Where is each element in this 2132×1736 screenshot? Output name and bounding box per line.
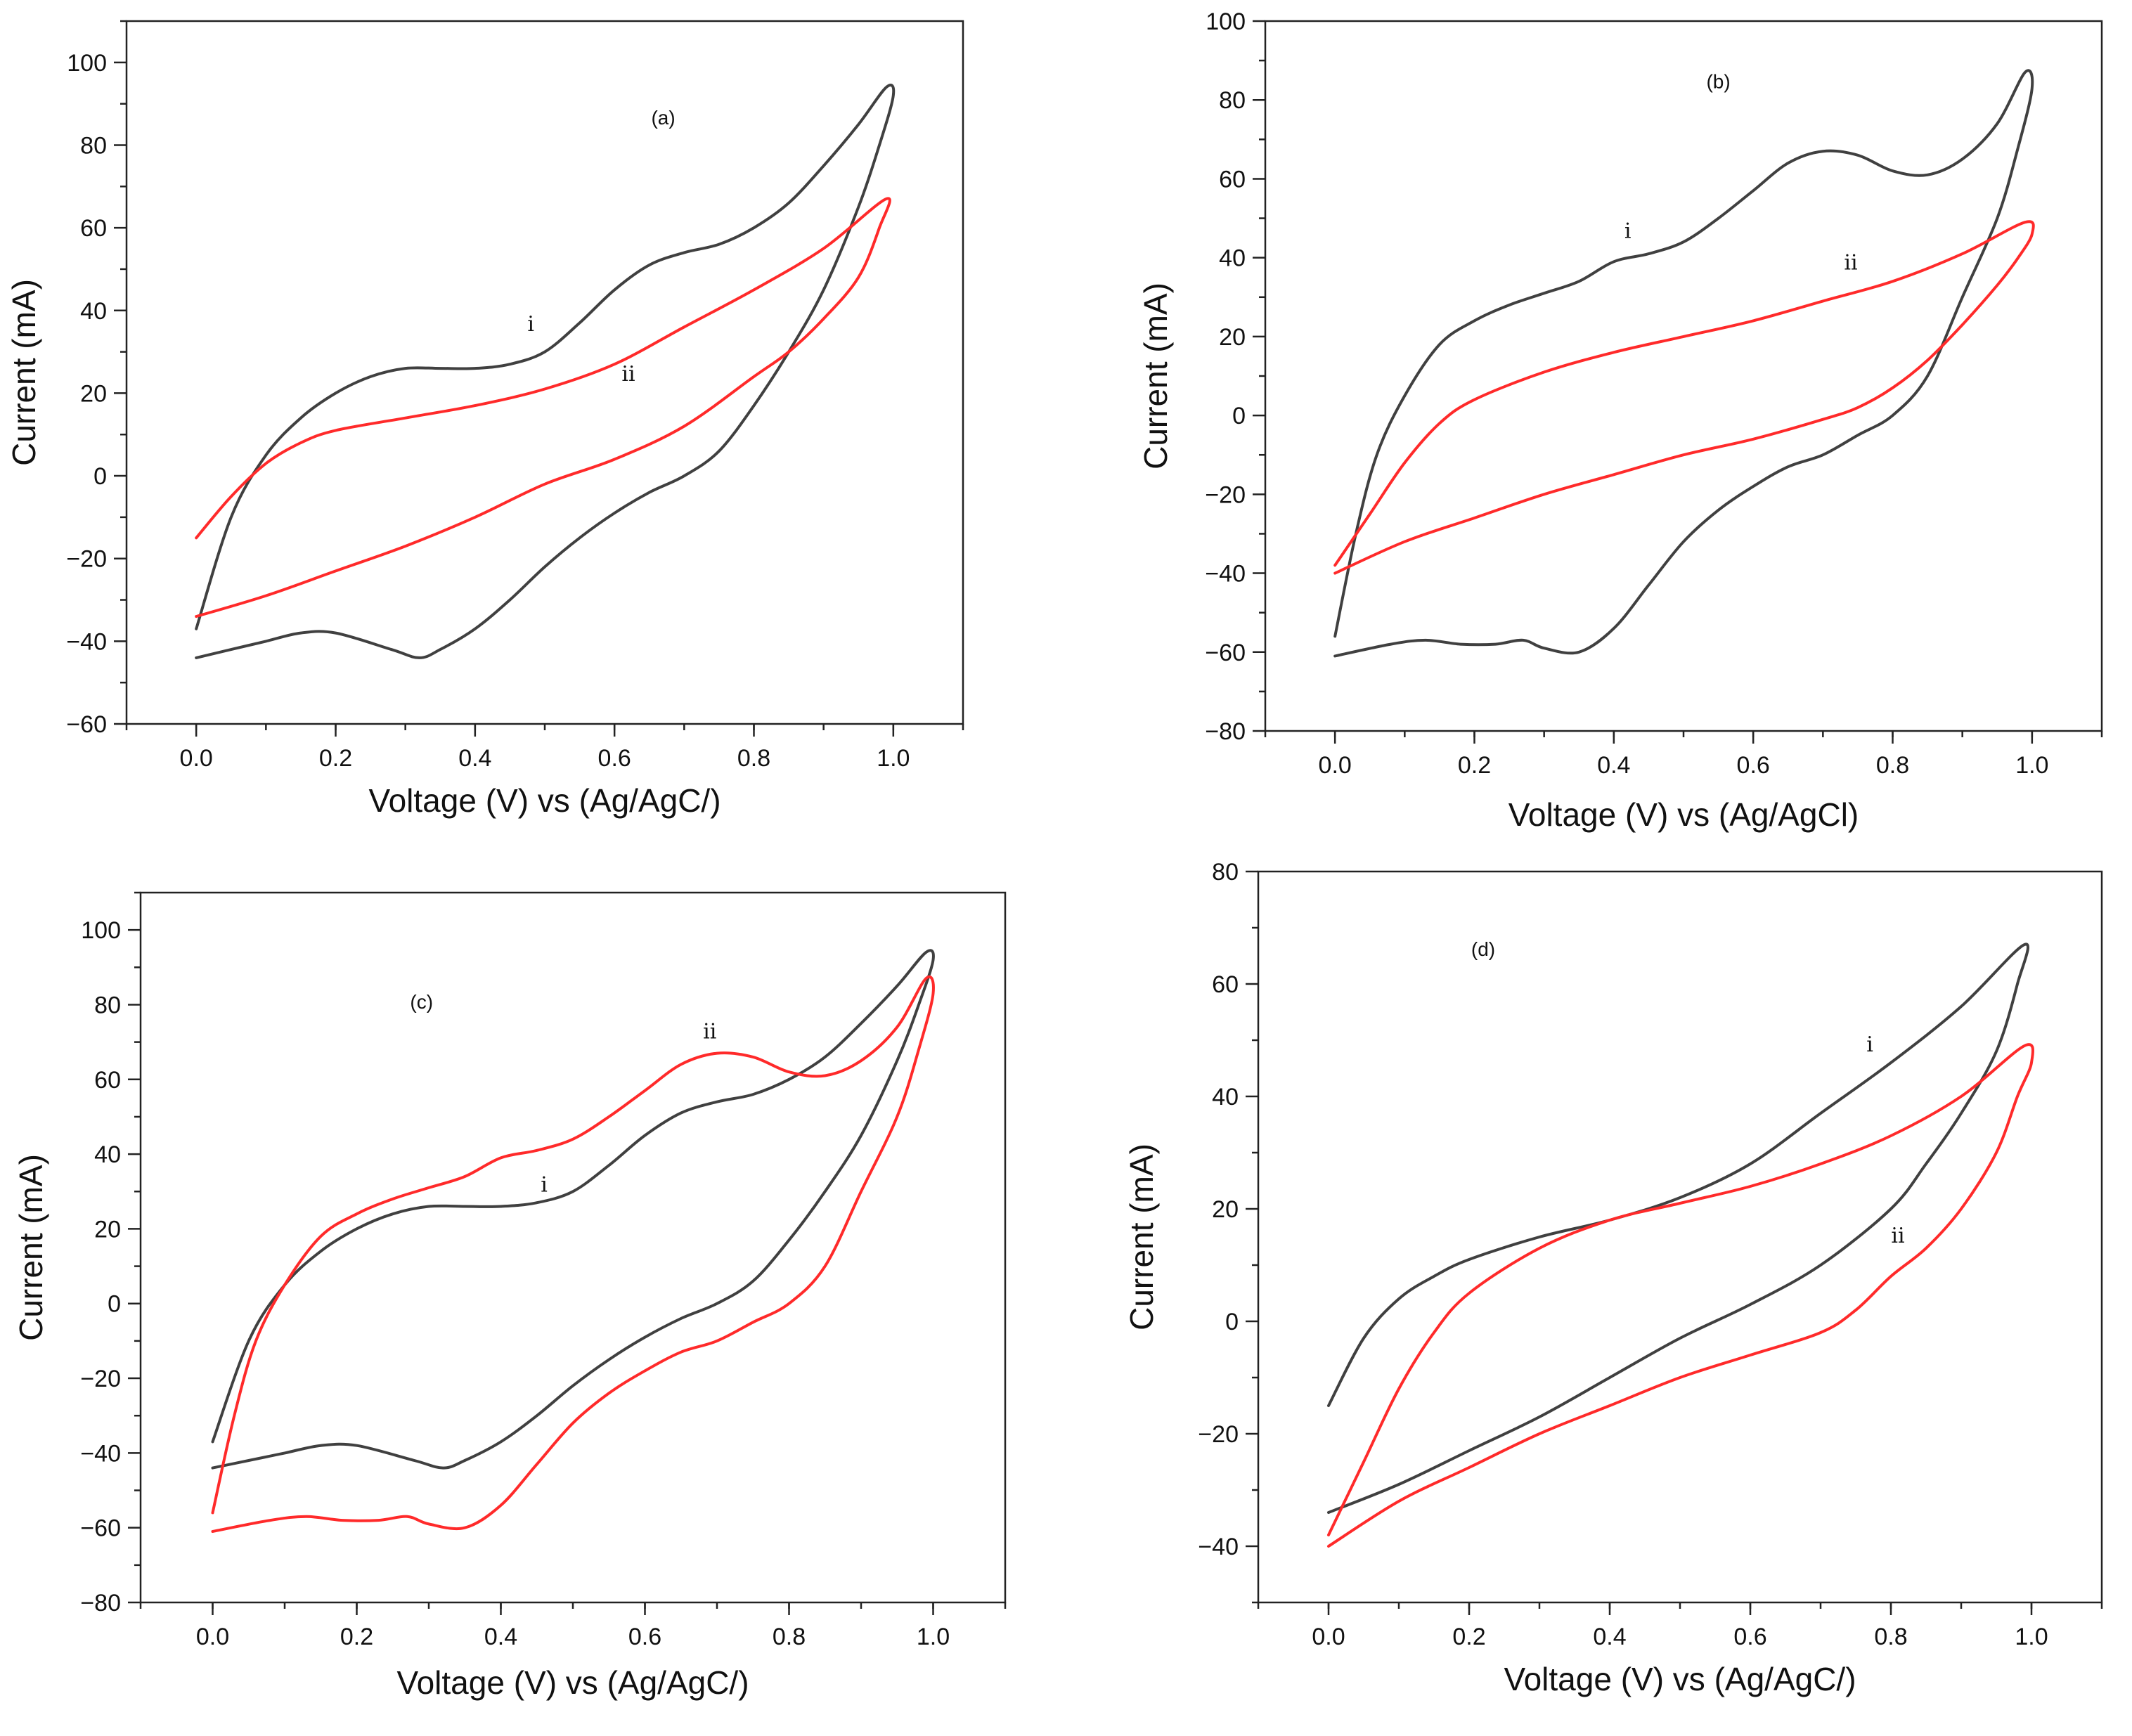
series-i-label-a: i	[527, 312, 534, 337]
series-ii-curve-d	[1327, 1043, 2034, 1548]
x-tick-label-d: 0.2	[1452, 1624, 1485, 1650]
y-tick-label-c: 20	[94, 1216, 121, 1243]
x-tick-label-b: 0.4	[1597, 752, 1630, 779]
y-tick-label-b: 80	[1219, 87, 1246, 114]
x-tick-label-a: 0.0	[180, 745, 213, 772]
series-i-curve-c	[211, 949, 935, 1470]
x-tick-label-d: 0.6	[1733, 1624, 1766, 1650]
y-tick-label-c: −40	[80, 1440, 121, 1467]
y-tick-label-a: 40	[80, 298, 107, 325]
panel-label-b: (b)	[1706, 70, 1730, 92]
y-tick-label-d: −20	[1198, 1421, 1239, 1448]
y-tick-label-d: 20	[1212, 1196, 1239, 1223]
panel-label-d: (d)	[1471, 938, 1495, 960]
x-tick-label-c: 0.0	[196, 1624, 229, 1650]
y-tick-label-a: −20	[66, 546, 107, 573]
y-tick-label-d: 0	[1225, 1309, 1239, 1335]
x-tick-label-a: 0.4	[458, 745, 491, 772]
y-tick-label-a: 20	[80, 380, 107, 407]
x-tick-label-c: 0.8	[773, 1624, 806, 1650]
y-axis-title-a: Current (mA)	[6, 279, 42, 466]
y-tick-label-d: −40	[1198, 1534, 1239, 1560]
x-tick-label-c: 0.2	[340, 1624, 373, 1650]
x-tick-label-b: 1.0	[2015, 752, 2048, 779]
series-ii-label-d: ii	[1891, 1224, 1904, 1248]
series-ii-curve-a	[195, 197, 891, 618]
y-tick-label-b: −80	[1205, 718, 1246, 745]
y-axis-title-c: Current (mA)	[13, 1154, 49, 1341]
y-axis-title-d: Current (mA)	[1123, 1144, 1160, 1330]
series-ii-label-b: ii	[1844, 251, 1857, 276]
y-axis-title-b: Current (mA)	[1137, 283, 1174, 469]
x-tick-label-a: 0.2	[319, 745, 352, 772]
x-axis-title-d: Voltage (V) vs (Ag/AgC/)	[1504, 1661, 1856, 1697]
panel-label-a: (a)	[651, 107, 675, 129]
series-ii-curve-b	[1333, 220, 2035, 575]
x-tick-label-d: 0.4	[1593, 1624, 1626, 1650]
y-tick-label-a: 60	[80, 215, 107, 242]
y-tick-label-c: 0	[108, 1291, 121, 1318]
y-tick-label-c: 40	[94, 1141, 121, 1168]
y-tick-label-d: 40	[1212, 1084, 1239, 1110]
series-ii-label-c: ii	[703, 1019, 716, 1044]
y-tick-label-a: −60	[66, 711, 107, 738]
series-ii-curve-c	[211, 975, 935, 1533]
series-i-curve-a	[195, 84, 896, 659]
panel-d: 0.0 0.2 0.4 0.6 0.8 1.0 −40 −20 0 20 40 60 80 Voltage…	[1123, 859, 2103, 1697]
series-i-label-c: i	[541, 1172, 548, 1197]
series-i-label-d: i	[1866, 1032, 1873, 1057]
x-axis-title-c: Voltage (V) vs (Ag/AgC/)	[396, 1664, 749, 1701]
y-tick-label-b: 0	[1232, 403, 1246, 429]
x-tick-label-b: 0.6	[1737, 752, 1770, 779]
series-i-curve-d	[1327, 943, 2029, 1514]
x-tick-label-c: 1.0	[917, 1624, 950, 1650]
panel-c: 0.0 0.2 0.4 0.6 0.8 1.0 −80 −60 −40 −20 0 20 40 60 80 1…	[13, 891, 1007, 1701]
x-tick-label-d: 0.0	[1312, 1624, 1345, 1650]
x-tick-label-c: 0.6	[628, 1624, 661, 1650]
x-tick-label-c: 0.4	[484, 1624, 517, 1650]
x-tick-label-a: 1.0	[877, 745, 910, 772]
x-tick-label-b: 0.0	[1319, 752, 1352, 779]
x-tick-label-d: 0.8	[1874, 1624, 1907, 1650]
y-tick-label-b: −40	[1205, 561, 1246, 588]
y-tick-label-a: 80	[80, 132, 107, 159]
x-axis-title-b: Voltage (V) vs (Ag/AgCl)	[1508, 796, 1859, 833]
y-tick-label-d: 60	[1212, 971, 1239, 998]
series-i-curve-b	[1333, 69, 2034, 658]
y-tick-label-a: 100	[67, 50, 107, 77]
x-tick-label-b: 0.2	[1458, 752, 1491, 779]
x-tick-label-a: 0.8	[737, 745, 770, 772]
y-tick-label-c: 60	[94, 1067, 121, 1094]
x-tick-label-b: 0.8	[1876, 752, 1909, 779]
y-tick-label-c: −20	[80, 1366, 121, 1392]
y-tick-label-d: 80	[1212, 859, 1239, 886]
y-tick-label-b: −60	[1205, 640, 1246, 666]
y-tick-label-b: 60	[1219, 166, 1246, 193]
x-tick-label-a: 0.6	[598, 745, 631, 772]
y-tick-label-c: 100	[81, 917, 121, 944]
series-i-label-b: i	[1624, 219, 1632, 244]
y-tick-label-c: −60	[80, 1515, 121, 1542]
y-tick-label-a: −40	[66, 628, 107, 655]
series-ii-label-a: ii	[621, 362, 635, 387]
x-axis-title-a: Voltage (V) vs (Ag/AgC/)	[368, 782, 721, 819]
y-tick-label-c: 80	[94, 992, 121, 1018]
y-tick-label-b: −20	[1205, 481, 1246, 508]
y-tick-label-a: 0	[93, 463, 107, 490]
y-tick-label-b: 40	[1219, 245, 1246, 272]
y-tick-label-b: 20	[1219, 324, 1246, 351]
panel-b: 0.0 0.2 0.4 0.6 0.8 1.0 −80 −60 −40 −20 0 20 40 60 80 1…	[1137, 8, 2103, 833]
x-tick-label-d: 1.0	[2015, 1624, 2048, 1650]
y-tick-label-c: −80	[80, 1590, 121, 1617]
y-tick-label-b: 100	[1206, 8, 1246, 35]
panel-a: 0.0 0.2 0.4 0.6 0.8 1.0 −60 −40 −20 0 20 40 60 80 100 V…	[6, 20, 964, 819]
panel-label-c: (c)	[410, 991, 433, 1013]
